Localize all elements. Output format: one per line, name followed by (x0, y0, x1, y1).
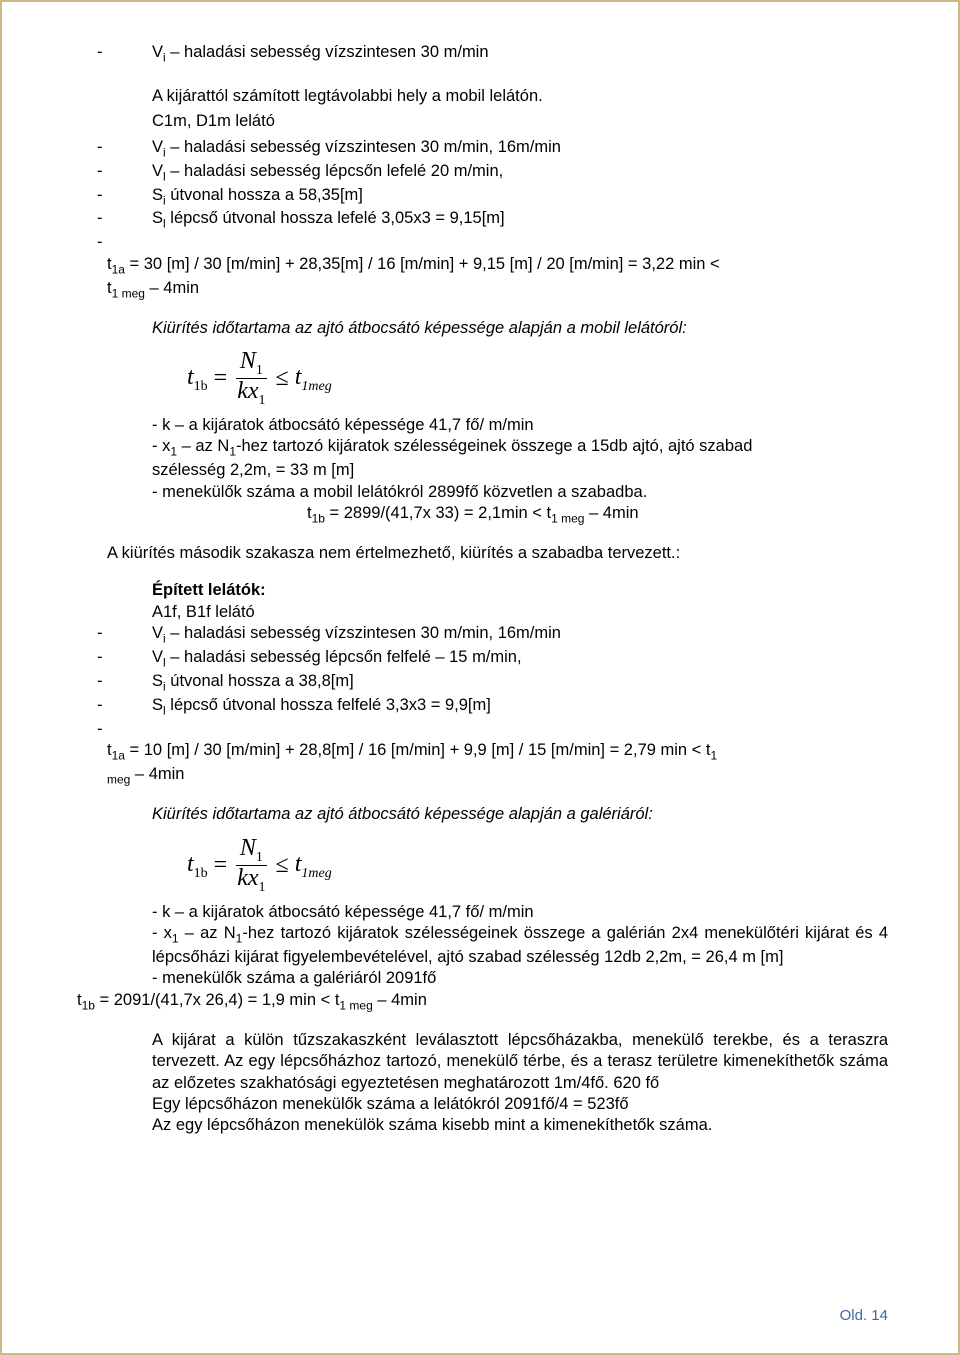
dash: - (97, 42, 152, 63)
calc-line: t1b = 2091/(41,7x 26,4) = 1,9 min < t1 m… (77, 990, 888, 1014)
section-title: Kiürítés időtartama az ajtó átbocsátó ké… (152, 318, 888, 339)
calc-line: t1a = 10 [m] / 30 [m/min] + 28,8[m] / 16… (107, 740, 888, 764)
bullet-line: - Vl – haladási sebesség lépcsőn felfelé… (97, 647, 888, 671)
dash: - (97, 232, 152, 253)
dash: - (97, 208, 152, 229)
section-heading: Épített lelátók: (152, 580, 888, 601)
bullet-line: - Si útvonal hossza a 58,35[m] (97, 185, 888, 209)
text-line: A1f, B1f lelátó (152, 602, 888, 623)
dash: - (97, 137, 152, 158)
list-item: - menekülők száma a galériáról 2091fő (152, 968, 888, 989)
text: Vl – haladási sebesség lépcsőn felfelé –… (152, 647, 522, 671)
list-item: - x1 – az N1-hez tartozó kijáratok széle… (152, 923, 888, 968)
dash: - (97, 719, 152, 740)
bullet-line: - Si útvonal hossza a 38,8[m] (97, 671, 888, 695)
list-item: szélesség 2,2m, = 33 m [m] (152, 460, 888, 481)
bullet-line: - (97, 719, 888, 740)
text: Vi – haladási sebesség vízszintesen 30 m… (152, 42, 489, 66)
bullet-line: - Vi – haladási sebesség vízszintesen 30… (97, 42, 888, 66)
text: Vl – haladási sebesség lépcsőn lefelé 20… (152, 161, 503, 185)
bullet-line: - Sl lépcső útvonal hossza felfelé 3,3x3… (97, 695, 888, 719)
text: Vi – haladási sebesség vízszintesen 30 m… (152, 623, 561, 647)
paragraph: Egy lépcsőházon menekülők száma a lelátó… (152, 1094, 888, 1115)
text: Sl lépcső útvonal hossza lefelé 3,05x3 =… (152, 208, 505, 232)
bullet-line: - Vi – haladási sebesség vízszintesen 30… (97, 623, 888, 647)
page-container: - Vi – haladási sebesség vízszintesen 30… (0, 0, 960, 1355)
text-line: C1m, D1m lelátó (152, 111, 888, 132)
paragraph: Az egy lépcsőházon menekülök száma kiseb… (152, 1115, 888, 1136)
formula: t1b = N1 kx1 ≤ t1meg (187, 343, 888, 415)
dash: - (97, 671, 152, 692)
bullet-line: - Sl lépcső útvonal hossza lefelé 3,05x3… (97, 208, 888, 232)
list-item: - menekülők száma a mobil lelátókról 289… (152, 482, 888, 503)
calc-line: t1b = 2899/(41,7x 33) = 2,1min < t1 meg … (307, 503, 888, 527)
dash: - (97, 695, 152, 716)
calc-line: t1a = 30 [m] / 30 [m/min] + 28,35[m] / 1… (107, 254, 888, 278)
text: Si útvonal hossza a 38,8[m] (152, 671, 354, 695)
text: Vi – haladási sebesség vízszintesen 30 m… (152, 137, 561, 161)
page-number: Old. 14 (840, 1306, 888, 1326)
list-item: - k – a kijáratok átbocsátó képessége 41… (152, 415, 888, 436)
calc-line: meg – 4min (107, 764, 888, 788)
dash: - (97, 623, 152, 644)
list-item: - x1 – az N1-hez tartozó kijáratok széle… (152, 436, 888, 460)
dash: - (97, 185, 152, 206)
bullet-line: - Vi – haladási sebesség vízszintesen 30… (97, 137, 888, 161)
text-line: A kiürítés második szakasza nem értelmez… (107, 543, 888, 564)
paragraph: A kijárat a külön tűzszakaszként leválas… (152, 1030, 888, 1094)
text-line: A kijárattól számított legtávolabbi hely… (152, 86, 888, 107)
formula: t1b = N1 kx1 ≤ t1meg (187, 830, 888, 902)
dash: - (97, 647, 152, 668)
bullet-line: - (97, 232, 888, 253)
list-item: - k – a kijáratok átbocsátó képessége 41… (152, 902, 888, 923)
bullet-line: - Vl – haladási sebesség lépcsőn lefelé … (97, 161, 888, 185)
text: Si útvonal hossza a 58,35[m] (152, 185, 363, 209)
text: Sl lépcső útvonal hossza felfelé 3,3x3 =… (152, 695, 491, 719)
section-title: Kiürítés időtartama az ajtó átbocsátó ké… (152, 804, 888, 825)
dash: - (97, 161, 152, 182)
calc-line: t1 meg – 4min (107, 278, 888, 302)
